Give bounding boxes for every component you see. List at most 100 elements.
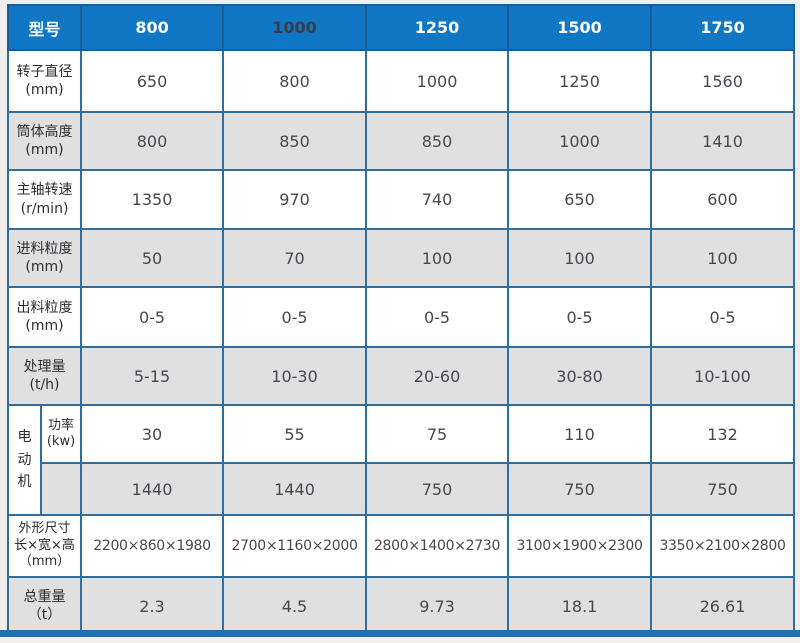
spec-value-cell: 3350×2100×2800 <box>650 514 796 578</box>
spec-table: 型号 800 1000 1250 1500 1750 转子直径 (mm) 650… <box>6 4 796 636</box>
row-label-unit: (mm) <box>25 318 64 334</box>
spec-value-cell: 30-80 <box>507 346 653 406</box>
spec-value-cell: 850 <box>365 111 510 171</box>
row-label-unit: (t/h) <box>29 377 60 393</box>
spec-value-cell: 110 <box>507 404 653 464</box>
model-column-1000: 1000 <box>222 4 368 51</box>
row-label-line: 功率 <box>48 417 75 433</box>
spec-value-cell: 850 <box>222 111 368 171</box>
spec-value-cell: 2800×1400×2730 <box>365 514 510 578</box>
row-label-unit: (kw) <box>46 434 76 449</box>
spec-value-cell: 0-5 <box>507 286 653 348</box>
spec-value-cell: 70 <box>222 228 368 288</box>
row-label-line: 主轴转速 <box>16 182 73 199</box>
row-dimensions: 外形尺寸 长×宽×高 （mm） 2200×860×1980 2700×1160×… <box>6 514 796 578</box>
row-label-total-weight: 总重量 （t） <box>6 576 83 636</box>
row-label-unit: (mm) <box>25 82 64 98</box>
row-label-unit: （mm） <box>18 554 71 570</box>
row-label-line: 进料粒度 <box>16 240 73 257</box>
row-label-feed-size: 进料粒度 (mm) <box>6 228 83 288</box>
spec-value-cell: 100 <box>650 228 796 288</box>
row-label-spindle-speed: 主轴转速 (r/min) <box>6 169 83 230</box>
spec-value-cell: 20-60 <box>365 346 510 406</box>
row-feed-size: 进料粒度 (mm) 50 70 100 100 100 <box>6 228 796 288</box>
spec-value-cell: 1440 <box>80 462 225 516</box>
bottom-divider-bar <box>0 630 800 637</box>
spec-value-cell: 2.3 <box>80 576 225 636</box>
spec-value-cell: 10-30 <box>222 346 368 406</box>
spec-value-cell: 3100×1900×2300 <box>507 514 653 578</box>
row-label-line: 总重量 <box>23 588 66 605</box>
spec-value-cell: 50 <box>80 228 225 288</box>
row-label-line: 出料粒度 <box>16 299 73 316</box>
row-label-line: 转子直径 <box>16 63 73 80</box>
row-label-line: 筒体高度 <box>16 123 73 140</box>
spec-value-cell: 970 <box>222 169 368 230</box>
spec-value-cell: 800 <box>80 111 225 171</box>
row-label-cylinder-height: 筒体高度 (mm) <box>6 111 83 171</box>
spec-value-cell: 0-5 <box>222 286 368 348</box>
table-header-row: 型号 800 1000 1250 1500 1750 <box>6 4 796 51</box>
row-label-unit: (mm) <box>25 142 64 158</box>
motor-group-cell: 电动机 <box>7 404 42 516</box>
spec-value-cell: 4.5 <box>222 576 368 636</box>
row-label-capacity: 处理量 (t/h) <box>6 346 83 406</box>
spec-value-cell: 10-100 <box>650 346 796 406</box>
row-motor-power: 电动机 功率 (kw) 30 55 75 110 132 <box>7 404 796 516</box>
spec-value-cell: 55 <box>222 404 368 464</box>
spec-value-cell: 0-5 <box>365 286 510 348</box>
row-label-unit: (r/min) <box>20 200 69 217</box>
spec-value-cell: 30 <box>80 404 225 464</box>
motor-power-label: 功率 (kw) <box>39 404 83 464</box>
spec-value-cell: 75 <box>365 404 510 464</box>
spec-value-cell: 800 <box>222 49 368 113</box>
spec-value-cell: 750 <box>365 462 510 516</box>
spec-value-cell: 1440 <box>222 462 368 516</box>
spec-value-cell: 1000 <box>507 111 653 171</box>
spec-value-cell: 9.73 <box>365 576 510 636</box>
row-label-line: 处理量 <box>23 358 66 375</box>
motor-speed-label-empty <box>39 462 83 516</box>
row-label-rotor-diameter: 转子直径 (mm) <box>6 49 83 113</box>
row-label-dimensions: 外形尺寸 长×宽×高 （mm） <box>6 514 83 578</box>
motor-group-label: 电动机 <box>17 429 32 491</box>
model-column-1750: 1750 <box>650 4 796 51</box>
spec-value-cell: 26.61 <box>650 576 796 636</box>
row-label-unit: (mm) <box>25 259 64 275</box>
spec-value-cell: 750 <box>650 462 796 516</box>
row-spindle-speed: 主轴转速 (r/min) 1350 970 740 650 600 <box>6 169 796 230</box>
spec-value-cell: 1250 <box>507 49 653 113</box>
row-total-weight: 总重量 （t） 2.3 4.5 9.73 18.1 26.61 <box>6 576 796 636</box>
spec-value-cell: 600 <box>650 169 796 230</box>
spec-value-cell: 2200×860×1980 <box>80 514 225 578</box>
row-discharge-size: 出料粒度 (mm) 0-5 0-5 0-5 0-5 0-5 <box>6 286 796 348</box>
model-column-1250: 1250 <box>365 4 510 51</box>
spec-value-cell: 18.1 <box>507 576 653 636</box>
spec-value-cell: 650 <box>80 49 225 113</box>
model-header-label: 型号 <box>6 4 83 51</box>
row-label-line: 外形尺寸 <box>18 520 71 536</box>
spec-value-cell: 0-5 <box>80 286 225 348</box>
spec-value-cell: 100 <box>507 228 653 288</box>
row-cylinder-height: 筒体高度 (mm) 800 850 850 1000 1410 <box>6 111 796 171</box>
spec-value-cell: 0-5 <box>650 286 796 348</box>
row-capacity: 处理量 (t/h) 5-15 10-30 20-60 30-80 10-100 <box>6 346 796 406</box>
row-label-discharge-size: 出料粒度 (mm) <box>6 286 83 348</box>
spec-value-cell: 5-15 <box>80 346 225 406</box>
spec-value-cell: 1560 <box>650 49 796 113</box>
row-label-line: 长×宽×高 <box>14 537 75 553</box>
spec-value-cell: 100 <box>365 228 510 288</box>
row-rotor-diameter: 转子直径 (mm) 650 800 1000 1250 1560 <box>6 49 796 113</box>
spec-value-cell: 1410 <box>650 111 796 171</box>
model-column-1500: 1500 <box>507 4 653 51</box>
model-column-800: 800 <box>80 4 225 51</box>
spec-value-cell: 132 <box>650 404 796 464</box>
row-motor-speed: 1440 1440 750 750 750 <box>8 462 796 516</box>
spec-value-cell: 750 <box>507 462 653 516</box>
spec-value-cell: 2700×1160×2000 <box>222 514 368 578</box>
row-label-unit: （t） <box>27 607 62 623</box>
spec-value-cell: 740 <box>365 169 510 230</box>
spec-value-cell: 1350 <box>80 169 225 230</box>
spec-value-cell: 1000 <box>365 49 510 113</box>
